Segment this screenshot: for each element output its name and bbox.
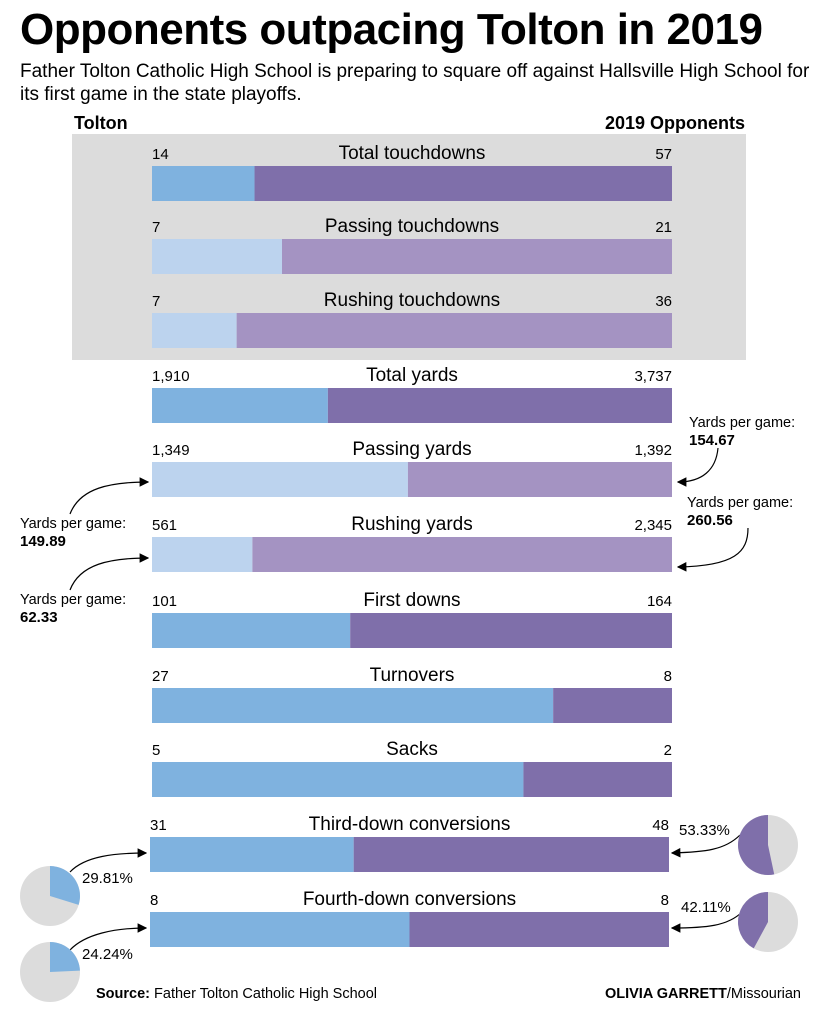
callout-label: Yards per game:	[687, 495, 794, 511]
credit-line: OLIVIA GARRETT/Missourian	[605, 986, 801, 1002]
bar-tolton-fourth-down-conversions	[150, 912, 410, 947]
pie-label-tolton-fourth-down: 24.24%	[82, 946, 133, 963]
category-label-rushing-yards: Rushing yards	[351, 514, 472, 535]
value-opponents-passing-touchdowns: 21	[655, 219, 672, 236]
callout-value: 154.67	[689, 432, 735, 449]
value-tolton-passing-touchdowns: 7	[152, 219, 160, 236]
callout-opponents-rushing-ypg: Yards per game: 260.56	[687, 494, 793, 530]
arrow-opponents-third-down	[670, 834, 741, 858]
value-opponents-first-downs: 164	[647, 593, 672, 610]
value-opponents-rushing-touchdowns: 36	[655, 293, 672, 310]
value-tolton-passing-yards: 1,349	[152, 442, 190, 459]
category-label-fourth-down-conversions: Fourth-down conversions	[303, 889, 516, 910]
callout-label: Yards per game:	[20, 592, 127, 608]
category-label-rushing-touchdowns: Rushing touchdowns	[324, 290, 500, 311]
value-tolton-fourth-down-conversions: 8	[150, 892, 158, 909]
arrow-tolton-passing	[69, 477, 150, 515]
arrow-opponents-passing	[676, 447, 719, 487]
value-opponents-fourth-down-conversions: 8	[661, 892, 669, 909]
source-text: Father Tolton Catholic High School	[150, 986, 378, 1002]
category-label-passing-yards: Passing yards	[352, 439, 471, 460]
callout-label: Yards per game:	[689, 415, 796, 431]
value-opponents-turnovers: 8	[664, 668, 672, 685]
value-tolton-total-touchdowns: 14	[152, 146, 169, 163]
callout-value: 149.89	[20, 533, 66, 550]
category-label-turnovers: Turnovers	[370, 665, 455, 686]
value-opponents-third-down-conversions: 48	[652, 817, 669, 834]
callout-label: Yards per game:	[20, 516, 127, 532]
value-opponents-rushing-yards: 2,345	[634, 517, 672, 534]
bar-opponents-fourth-down-conversions	[409, 912, 669, 947]
opponents-column-header: 2019 Opponents	[604, 113, 745, 133]
arrow-tolton-third-down	[69, 848, 148, 873]
bar-tolton-first-downs	[152, 613, 351, 648]
pie-label-tolton-third-down: 29.81%	[82, 870, 133, 887]
tolton-column-header: Tolton	[74, 113, 128, 133]
arrow-tolton-rushing	[69, 553, 150, 591]
credit-name: OLIVIA GARRETT	[604, 986, 727, 1002]
pie-opponents-third-down-slice	[738, 815, 775, 875]
bar-opponents-rushing-yards	[252, 537, 672, 572]
pie-label-opponents-third-down: 53.33%	[679, 822, 730, 839]
value-tolton-first-downs: 101	[152, 593, 177, 610]
pie-tolton-third-down-slice	[50, 866, 81, 905]
bar-opponents-total-touchdowns	[254, 166, 672, 201]
bar-tolton-total-yards	[152, 388, 328, 423]
bar-tolton-third-down-conversions	[150, 837, 354, 872]
category-label-third-down-conversions: Third-down conversions	[309, 814, 511, 835]
bar-tolton-rushing-touchdowns	[152, 313, 237, 348]
bar-tolton-sacks	[152, 762, 524, 797]
bar-tolton-turnovers	[152, 688, 554, 723]
chart-title: Opponents outpacing Tolton in 2019	[20, 5, 763, 54]
bar-opponents-third-down-conversions	[353, 837, 669, 872]
source-note: Source: Father Tolton Catholic High Scho…	[96, 986, 377, 1002]
source-label: Source:	[96, 986, 150, 1002]
category-label-total-yards: Total yards	[366, 365, 458, 386]
arrow-tolton-fourth-down	[69, 923, 148, 951]
category-label-passing-touchdowns: Passing touchdowns	[325, 216, 499, 237]
bar-opponents-total-yards	[327, 388, 672, 423]
value-tolton-third-down-conversions: 31	[150, 817, 167, 834]
callout-value: 260.56	[687, 512, 733, 529]
category-label-sacks: Sacks	[386, 739, 438, 760]
value-opponents-total-yards: 3,737	[634, 368, 672, 385]
bar-tolton-rushing-yards	[152, 537, 253, 572]
value-opponents-passing-yards: 1,392	[634, 442, 672, 459]
bar-tolton-passing-touchdowns	[152, 239, 282, 274]
chart-subtitle: Father Tolton Catholic High School is pr…	[20, 61, 810, 105]
callout-tolton-passing-ypg: Yards per game: 149.89	[20, 515, 126, 551]
bar-opponents-sacks	[523, 762, 672, 797]
callout-value: 62.33	[20, 609, 58, 626]
bar-opponents-passing-touchdowns	[282, 239, 672, 274]
pie-tolton-fourth-down-slice	[50, 942, 80, 972]
category-label-total-touchdowns: Total touchdowns	[339, 143, 486, 164]
value-tolton-turnovers: 27	[152, 668, 169, 685]
value-opponents-sacks: 2	[664, 742, 672, 759]
bar-tolton-passing-yards	[152, 462, 408, 497]
credit-org: /Missourian	[726, 986, 801, 1002]
value-tolton-rushing-touchdowns: 7	[152, 293, 160, 310]
callout-opponents-passing-ypg: Yards per game: 154.67	[689, 414, 795, 450]
callout-tolton-rushing-ypg: Yards per game: 62.33	[20, 591, 126, 627]
bar-opponents-passing-yards	[407, 462, 672, 497]
pies-layer	[20, 815, 798, 1002]
arrow-opponents-fourth-down	[670, 911, 743, 933]
category-label-first-downs: First downs	[363, 590, 460, 611]
callout-arrows	[69, 447, 749, 951]
bar-opponents-rushing-touchdowns	[236, 313, 672, 348]
pie-opponents-fourth-down-slice	[738, 892, 768, 949]
value-opponents-total-touchdowns: 57	[655, 146, 672, 163]
value-tolton-rushing-yards: 561	[152, 517, 177, 534]
arrow-opponents-rushing	[676, 527, 749, 572]
bar-opponents-turnovers	[553, 688, 672, 723]
bar-opponents-first-downs	[350, 613, 672, 648]
bar-tolton-total-touchdowns	[152, 166, 255, 201]
value-tolton-total-yards: 1,910	[152, 368, 190, 385]
pie-label-opponents-fourth-down: 42.11%	[681, 899, 731, 916]
value-tolton-sacks: 5	[152, 742, 160, 759]
